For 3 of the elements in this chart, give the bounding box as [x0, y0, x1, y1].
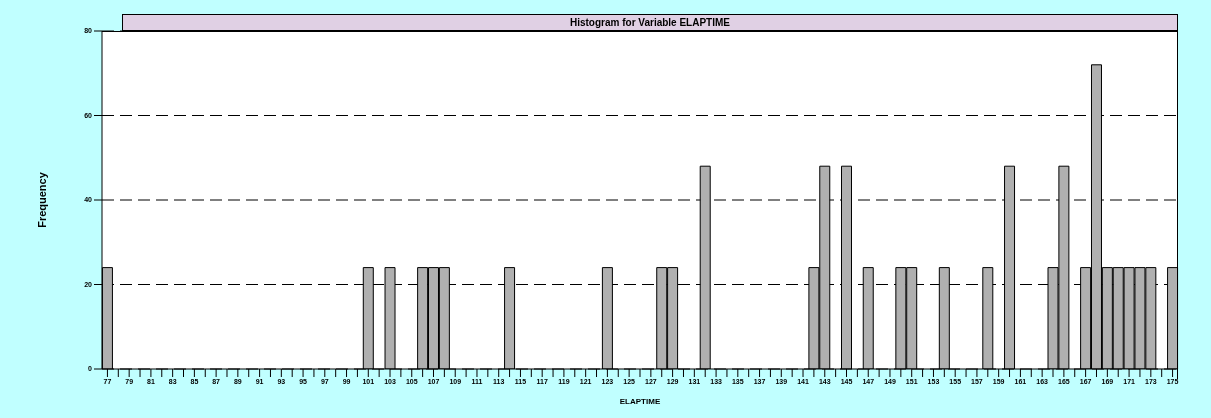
x-axis-title: ELAPTIME	[619, 397, 661, 406]
y-axis-title: Frequency	[35, 171, 48, 228]
chart-title: Histogram for Variable ELAPTIME	[122, 14, 1178, 31]
